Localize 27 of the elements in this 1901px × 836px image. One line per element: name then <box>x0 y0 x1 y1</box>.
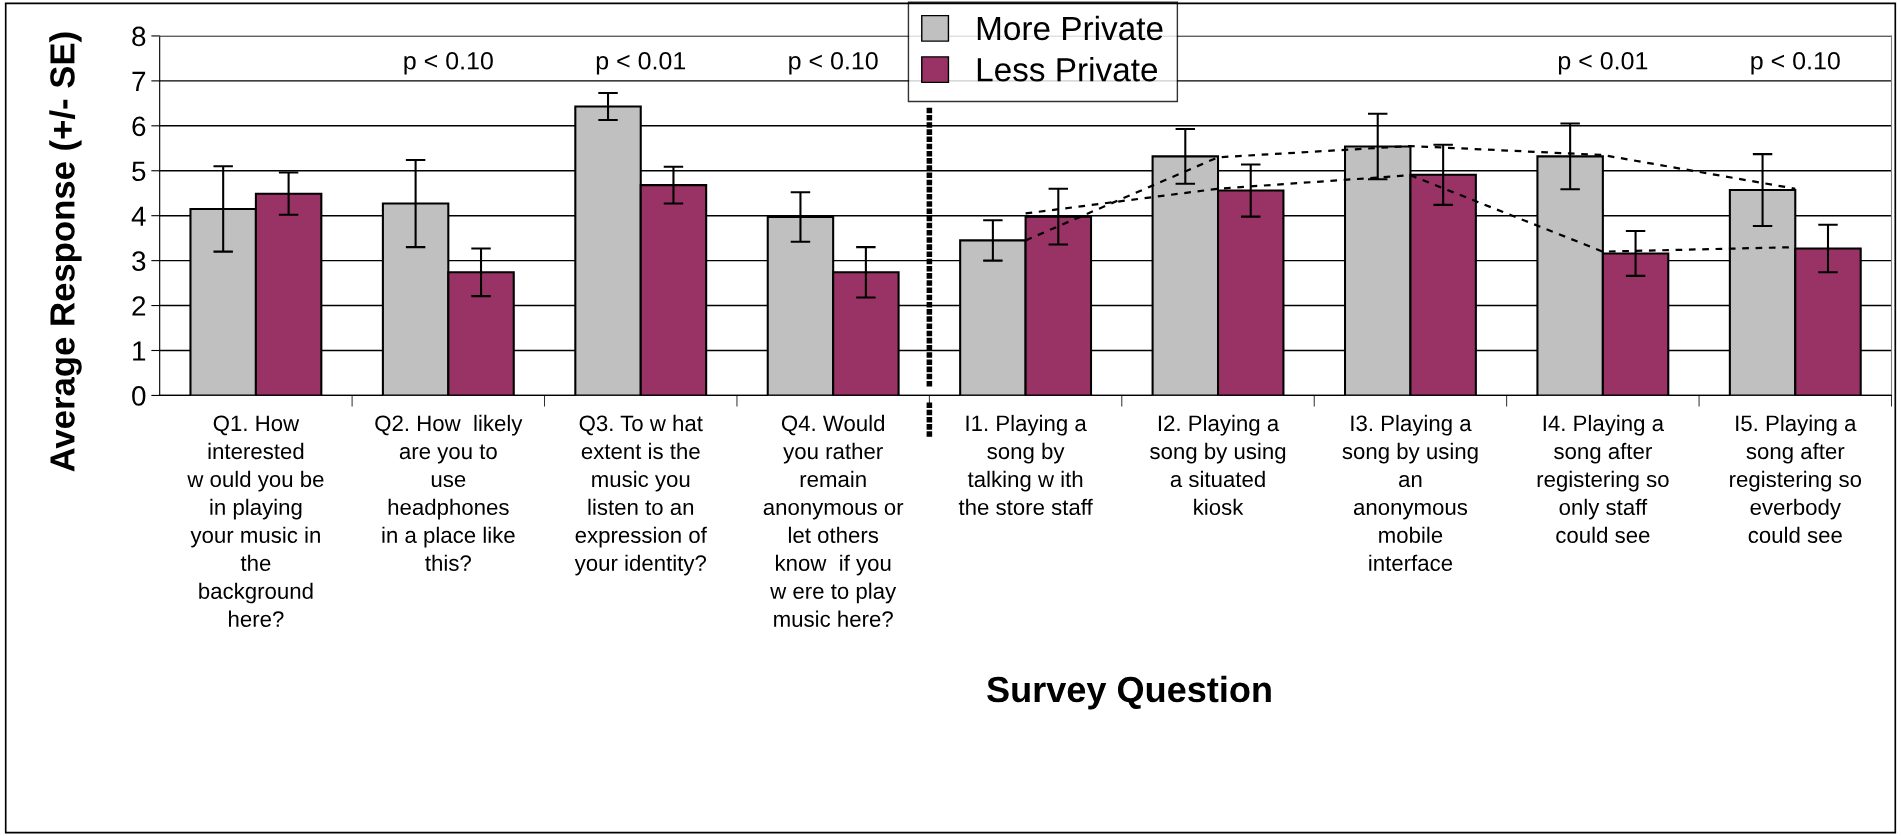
x-tick-label: I5. Playing a song after registering so everbody could see <box>1730 414 1862 544</box>
x-tick-label: Q3. To w hat extent is the music you listen to an expression of your identity? <box>574 414 707 576</box>
y-tick-label: 5 <box>132 161 146 182</box>
y-axis-title: Average Response (+/- SE) <box>49 32 82 472</box>
x-tick-label: I3. Playing a song by using an anonymous mobile interface <box>1342 414 1478 572</box>
x-axis-title: Survey Question <box>987 675 1271 710</box>
annotation: p < 0.10 <box>404 51 493 75</box>
annotation: p < 0.01 <box>1558 51 1648 75</box>
annotation: p < 0.10 <box>789 51 878 75</box>
y-tick-label: 6 <box>132 116 146 137</box>
y-tick-label: 8 <box>132 26 146 47</box>
x-tick-label: Q2. How likely are you to use headphones in a place like this? <box>375 414 523 572</box>
y-tick-label: 1 <box>133 341 146 361</box>
y-tick-label: 0 <box>132 386 146 406</box>
y-tick-label: 2 <box>132 296 146 316</box>
legend-label: More Private <box>977 15 1163 41</box>
y-tick-label: 7 <box>132 71 146 91</box>
y-tick-label: 3 <box>132 251 146 271</box>
x-tick-label: Q1. How interested w ould you be in playing your music in the background here? <box>187 415 324 627</box>
x-tick-label: I1. Playing a song by talking w ith the store staff <box>958 414 1093 516</box>
x-tick-label: I4. Playing a song after registering so only staff could see <box>1537 414 1669 544</box>
x-tick-label: I2. Playing a song by using a situated kiosk <box>1150 414 1286 516</box>
annotation: p < 0.01 <box>596 51 686 75</box>
y-tick-label: 4 <box>131 206 146 226</box>
annotation: p < 0.10 <box>1751 51 1840 75</box>
legend-label: Less Private <box>977 57 1158 82</box>
x-tick-label: Q4. Would you rather remain anonymous or let others know if you w ere to play music here? <box>763 414 904 627</box>
